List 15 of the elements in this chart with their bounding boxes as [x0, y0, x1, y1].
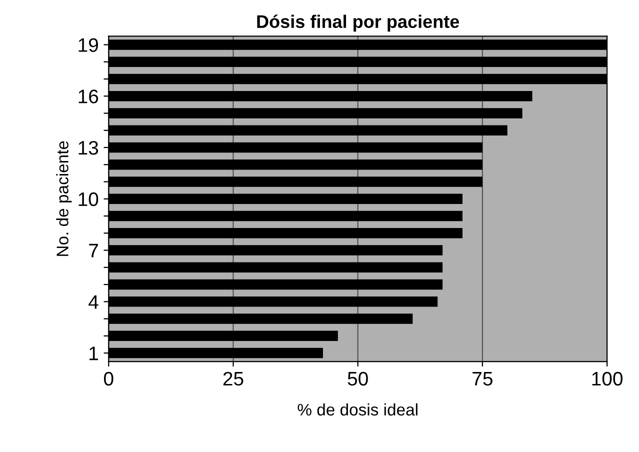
- y-tick-label: 13: [78, 140, 98, 155]
- chart-title: Dósis final por paciente: [257, 14, 460, 32]
- y-tick-label: 16: [78, 90, 98, 104]
- y-tick-label: 1: [90, 346, 98, 360]
- x-tick-label: 25: [223, 372, 244, 386]
- x-tick-label: 0: [104, 372, 114, 386]
- y-tick-label: 4: [88, 295, 98, 309]
- y-axis-title: No. de paciente: [56, 141, 72, 256]
- x-tick-label: 75: [472, 372, 492, 386]
- y-tick-label: 10: [78, 192, 98, 206]
- x-tick-label: 50: [348, 372, 368, 386]
- y-tick-label: 7: [89, 244, 98, 258]
- x-axis-title: % de dosis ideal: [298, 403, 418, 416]
- x-tick-label: 100: [592, 372, 623, 386]
- y-tick-label: 19: [78, 38, 98, 52]
